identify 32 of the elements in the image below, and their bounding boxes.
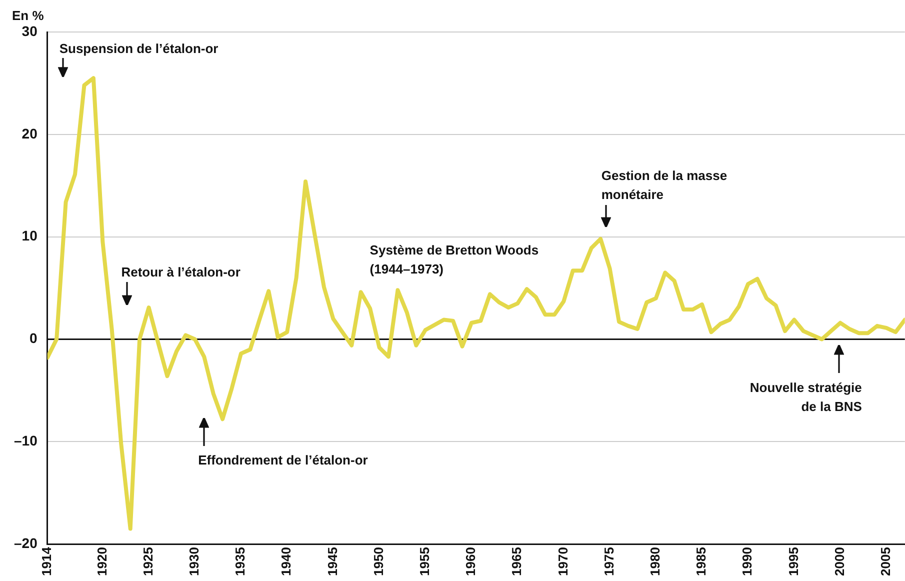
y-tick-label: 0: [30, 330, 38, 346]
x-tick-label: 1920: [94, 547, 110, 576]
y-tick-label: 10: [22, 228, 38, 244]
x-tick-label: 1940: [278, 547, 294, 576]
y-tick-label: 30: [22, 22, 38, 39]
annotation: Effondrement de l’étalon-or: [198, 452, 368, 468]
x-tick-label: 1965: [509, 547, 524, 576]
x-tick-label: 1914: [38, 546, 54, 576]
x-tick-label: 1935: [232, 547, 248, 576]
x-tick-label: 1925: [140, 547, 156, 576]
x-tick-label: 1970: [555, 547, 570, 576]
annotation: Gestion de la masse monétaire: [601, 168, 728, 202]
x-tick-label: 2000: [832, 547, 847, 576]
x-tick-label: 1930: [186, 547, 202, 576]
x-tick-label: 1990: [740, 547, 755, 576]
x-tick-label: 1980: [647, 547, 662, 576]
x-tick-label: 1995: [786, 547, 801, 576]
x-tick-label: 1985: [694, 547, 709, 576]
x-tick-label: 1950: [370, 547, 386, 576]
x-tick-label: 1955: [416, 547, 432, 576]
x-tick-label: 1945: [324, 547, 340, 576]
y-tick-label: –10: [14, 432, 38, 449]
annotation: Suspension de l’étalon-or: [59, 40, 218, 56]
y-tick-label: –20: [14, 534, 38, 551]
annotation: Retour à l’étalon-or: [121, 264, 240, 280]
x-tick-label: 1975: [601, 547, 616, 576]
annotation: Système de Bretton Woods (1944–1973): [370, 242, 539, 276]
x-tick-label: 2005: [878, 547, 893, 576]
annotation: Nouvelle stratégie de la BNS: [750, 380, 862, 414]
y-axis-title: En %: [12, 8, 44, 23]
x-tick-label: 1960: [463, 547, 478, 576]
y-tick-label: 20: [22, 125, 38, 142]
